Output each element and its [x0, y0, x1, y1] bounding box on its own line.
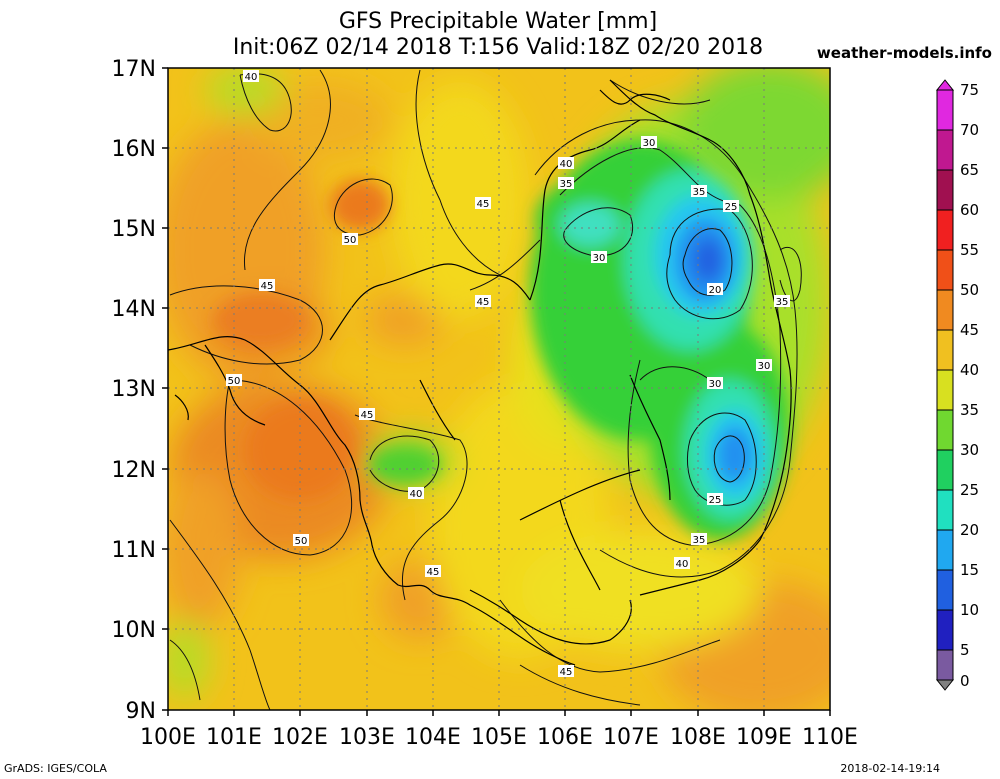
contour-label: 35	[560, 179, 573, 190]
colorbar-label: 50	[960, 281, 979, 299]
lon-label: 104E	[405, 725, 461, 750]
contour-label: 25	[709, 495, 722, 506]
lat-label: 11N	[112, 538, 156, 563]
contour-label: 45	[560, 667, 573, 678]
lon-label: 110E	[802, 725, 858, 750]
lon-label: 105E	[471, 725, 527, 750]
axis-ticks	[162, 67, 831, 716]
contour-label: 35	[693, 187, 706, 198]
contour-label: 40	[410, 489, 423, 500]
colorbar-label: 65	[960, 161, 979, 179]
lat-label: 13N	[112, 377, 156, 402]
lon-label: 109E	[736, 725, 792, 750]
contour-label: 45	[427, 567, 440, 578]
contour-label: 50	[228, 376, 241, 387]
precipitable-water-field	[168, 68, 830, 710]
latitude-labels: 17N 16N 15N 14N 13N 12N 11N 10N 9N	[112, 57, 156, 724]
colorbar-label: 20	[960, 521, 979, 539]
coastlines-borders	[168, 79, 792, 666]
lon-label: 103E	[339, 725, 395, 750]
contour-label: 50	[344, 235, 357, 246]
lon-label: 107E	[603, 725, 659, 750]
colorbar-label: 60	[960, 201, 979, 219]
colorbar-label: 70	[960, 121, 979, 139]
colorbar-label: 45	[960, 321, 979, 339]
lon-label: 108E	[670, 725, 726, 750]
contour-label: 25	[725, 202, 738, 213]
site-watermark: weather-models.info	[816, 44, 992, 62]
contour-label: 45	[261, 281, 274, 292]
colorbar-label: 55	[960, 241, 979, 259]
lat-label: 15N	[112, 217, 156, 242]
contour-label: 30	[593, 253, 606, 264]
colorbar-bottom-arrow	[935, 679, 955, 691]
contour-label: 40	[560, 159, 573, 170]
colorbar: 75 70 65 60 55 50 45 40 35 30 25 20 15 1…	[935, 79, 979, 691]
colorbar-label: 35	[960, 401, 979, 419]
lat-label: 10N	[112, 618, 156, 643]
contour-label: 40	[245, 72, 258, 83]
colorbar-label: 0	[960, 672, 970, 690]
lat-label: 17N	[112, 57, 156, 82]
colorbar-label: 10	[960, 601, 979, 619]
contour-label: 40	[676, 559, 689, 570]
contour-label: 50	[295, 536, 308, 547]
colorbar-label: 40	[960, 361, 979, 379]
lat-label: 12N	[112, 458, 156, 483]
lon-label: 101E	[206, 725, 262, 750]
contour-label: 30	[709, 379, 722, 390]
contour-label: 30	[643, 138, 656, 149]
map-title: GFS Precipitable Water [mm]	[338, 9, 658, 34]
contour-label: 45	[477, 199, 490, 210]
lat-label: 16N	[112, 137, 156, 162]
colorbar-label: 15	[960, 561, 979, 579]
colorbar-top-arrow	[935, 79, 955, 91]
contour-label: 45	[361, 410, 374, 421]
colorbar-label: 5	[960, 641, 970, 659]
lon-label: 102E	[272, 725, 328, 750]
contour-label: 35	[693, 535, 706, 546]
contour-lines	[169, 69, 802, 710]
lon-label: 106E	[537, 725, 593, 750]
lat-label: 9N	[126, 699, 156, 724]
software-credit: GrADS: IGES/COLA	[4, 762, 107, 775]
contour-label: 35	[776, 297, 789, 308]
render-timestamp: 2018-02-14-19:14	[840, 762, 940, 775]
contour-label: 20	[709, 285, 722, 296]
colorbar-label: 75	[960, 81, 979, 99]
lon-label: 100E	[140, 725, 196, 750]
contour-label: 45	[477, 297, 490, 308]
contour-label: 30	[758, 361, 771, 372]
lat-label: 14N	[112, 297, 156, 322]
graticule	[168, 68, 830, 710]
colorbar-label: 30	[960, 441, 979, 459]
colorbar-label: 25	[960, 481, 979, 499]
longitude-labels: 100E 101E 102E 103E 104E 105E 106E 107E …	[140, 725, 858, 750]
map-subtitle: Init:06Z 02/14 2018 T:156 Valid:18Z 02/2…	[232, 35, 764, 60]
contour-value-labels: 40 30 40 35 35 25 50 45 30 20 45 45 35 5…	[226, 70, 790, 678]
